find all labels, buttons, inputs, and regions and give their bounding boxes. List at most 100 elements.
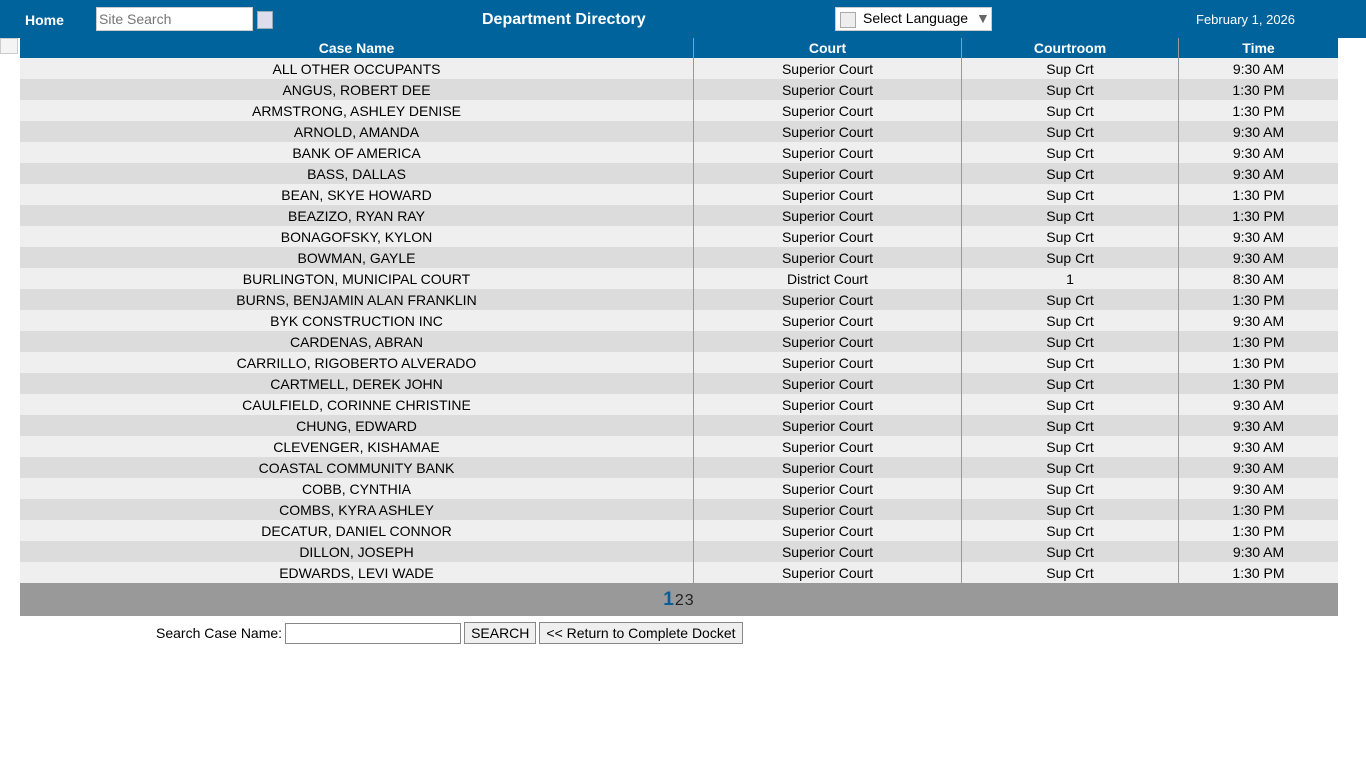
- col-courtroom-cell: Sup Crt: [961, 247, 1179, 268]
- col-time-cell: 9:30 AM: [1178, 226, 1338, 247]
- col-court-cell: Superior Court: [693, 121, 962, 142]
- language-select[interactable]: Select Language ▼: [835, 7, 992, 31]
- col-time-cell: 1:30 PM: [1178, 79, 1338, 100]
- col-time-cell: 1:30 PM: [1178, 520, 1338, 541]
- col-court-cell: Superior Court: [693, 310, 962, 331]
- col-court-cell: Superior Court: [693, 520, 962, 541]
- col-case-name-cell: ARMSTRONG, ASHLEY DENISE: [20, 100, 694, 121]
- col-time-cell: 9:30 AM: [1178, 457, 1338, 478]
- table-row: BURNS, BENJAMIN ALAN FRANKLIN Superior Co…: [20, 289, 1338, 310]
- col-court-cell: Superior Court: [693, 289, 962, 310]
- col-case-name-cell: BEAN, SKYE HOWARD: [20, 184, 694, 205]
- col-court-cell: Superior Court: [693, 394, 962, 415]
- top-bar: Home Department Directory Select Languag…: [0, 0, 1366, 38]
- col-courtroom-cell: Sup Crt: [961, 478, 1179, 499]
- table-row: ALL OTHER OCCUPANTS Superior Court Sup Crt…: [20, 58, 1338, 79]
- col-time-cell: 1:30 PM: [1178, 352, 1338, 373]
- col-case-name-cell: ANGUS, ROBERT DEE: [20, 79, 694, 100]
- col-court-cell: Superior Court: [693, 100, 962, 121]
- table-row: EDWARDS, LEVI WADE Superior Court Sup Crt 1…: [20, 562, 1338, 583]
- col-courtroom-cell: Sup Crt: [961, 562, 1179, 583]
- page-current: 1: [663, 589, 675, 610]
- col-case-name-header: Case Name: [20, 38, 694, 58]
- table-row: BEAN, SKYE HOWARD Superior Court Sup Crt 1:…: [20, 184, 1338, 205]
- col-time-header: Time: [1178, 38, 1338, 58]
- col-court-cell: Superior Court: [693, 457, 962, 478]
- col-court-cell: District Court: [693, 268, 962, 289]
- col-time-cell: 9:30 AM: [1178, 310, 1338, 331]
- col-time-cell: 9:30 AM: [1178, 541, 1338, 562]
- search-icon[interactable]: [257, 11, 273, 29]
- table-row: BANK OF AMERICA Superior Court Sup Crt 9:30…: [20, 142, 1338, 163]
- table-row: BOWMAN, GAYLE Superior Court Sup Crt 9:30 A…: [20, 247, 1338, 268]
- col-courtroom-cell: Sup Crt: [961, 436, 1179, 457]
- table-row: CARDENAS, ABRAN Superior Court Sup Crt 1:30…: [20, 331, 1338, 352]
- col-case-name-cell: COBB, CYNTHIA: [20, 478, 694, 499]
- col-courtroom-cell: Sup Crt: [961, 163, 1179, 184]
- table-row: ANGUS, ROBERT DEE Superior Court Sup Crt 1:…: [20, 79, 1338, 100]
- col-case-name-cell: DILLON, JOSEPH: [20, 541, 694, 562]
- col-time-cell: 9:30 AM: [1178, 436, 1338, 457]
- home-link[interactable]: Home: [25, 12, 64, 28]
- col-courtroom-cell: Sup Crt: [961, 142, 1179, 163]
- col-case-name-cell: CARDENAS, ABRAN: [20, 331, 694, 352]
- table-row: BASS, DALLAS Superior Court Sup Crt 9:30 AM: [20, 163, 1338, 184]
- col-case-name-cell: DECATUR, DANIEL CONNOR: [20, 520, 694, 541]
- col-courtroom-cell: 1: [961, 268, 1179, 289]
- col-case-name-cell: BASS, DALLAS: [20, 163, 694, 184]
- pagination: 123: [20, 583, 1338, 616]
- page-link[interactable]: 2: [674, 592, 685, 609]
- col-courtroom-cell: Sup Crt: [961, 121, 1179, 142]
- table-row: CARRILLO, RIGOBERTO ALVERADO Superior Cou…: [20, 352, 1338, 373]
- col-courtroom-cell: Sup Crt: [961, 58, 1179, 79]
- col-case-name-cell: COASTAL COMMUNITY BANK: [20, 457, 694, 478]
- col-court-cell: Superior Court: [693, 226, 962, 247]
- col-time-cell: 1:30 PM: [1178, 205, 1338, 226]
- col-courtroom-cell: Sup Crt: [961, 415, 1179, 436]
- page-title: Department Directory: [482, 11, 646, 28]
- table-row: COBB, CYNTHIA Superior Court Sup Crt 9:30 A…: [20, 478, 1338, 499]
- col-court-cell: Superior Court: [693, 415, 962, 436]
- col-case-name-cell: BANK OF AMERICA: [20, 142, 694, 163]
- search-case-label: Search Case Name:: [156, 625, 283, 641]
- col-time-cell: 1:30 PM: [1178, 562, 1338, 583]
- table-row: CHUNG, EDWARD Superior Court Sup Crt 9:30 A…: [20, 415, 1338, 436]
- col-courtroom-cell: Sup Crt: [961, 352, 1179, 373]
- col-court-cell: Superior Court: [693, 373, 962, 394]
- col-court-cell: Superior Court: [693, 58, 962, 79]
- col-case-name-cell: BOWMAN, GAYLE: [20, 247, 694, 268]
- col-case-name-cell: EDWARDS, LEVI WADE: [20, 562, 694, 583]
- google-translate-icon: [840, 12, 856, 28]
- col-case-name-cell: BEAZIZO, RYAN RAY: [20, 205, 694, 226]
- col-courtroom-cell: Sup Crt: [961, 79, 1179, 100]
- col-case-name-cell: BYK CONSTRUCTION INC: [20, 310, 694, 331]
- site-search-input[interactable]: [96, 7, 253, 31]
- col-time-cell: 1:30 PM: [1178, 184, 1338, 205]
- table-row: CARTMELL, DEREK JOHN Superior Court Sup Cr…: [20, 373, 1338, 394]
- col-case-name-cell: CARTMELL, DEREK JOHN: [20, 373, 694, 394]
- col-courtroom-cell: Sup Crt: [961, 100, 1179, 121]
- col-courtroom-cell: Sup Crt: [961, 289, 1179, 310]
- col-court-cell: Superior Court: [693, 79, 962, 100]
- col-courtroom-cell: Sup Crt: [961, 457, 1179, 478]
- case-name-input[interactable]: [285, 622, 462, 644]
- col-time-cell: 9:30 AM: [1178, 478, 1338, 499]
- col-court-cell: Superior Court: [693, 142, 962, 163]
- col-case-name-cell: BURLINGTON, MUNICIPAL COURT: [20, 268, 694, 289]
- col-case-name-cell: COMBS, KYRA ASHLEY: [20, 499, 694, 520]
- page-link[interactable]: 3: [684, 592, 695, 609]
- col-case-name-cell: ALL OTHER OCCUPANTS: [20, 58, 694, 79]
- language-label: Select Language: [863, 10, 969, 26]
- col-time-cell: 1:30 PM: [1178, 100, 1338, 121]
- col-courtroom-cell: Sup Crt: [961, 520, 1179, 541]
- col-court-cell: Superior Court: [693, 247, 962, 268]
- search-button[interactable]: SEARCH: [464, 622, 537, 644]
- col-case-name-cell: CHUNG, EDWARD: [20, 415, 694, 436]
- table-row: ARNOLD, AMANDA Superior Court Sup Crt 9:30 …: [20, 121, 1338, 142]
- col-court-cell: Superior Court: [693, 184, 962, 205]
- col-court-header: Court: [693, 38, 962, 58]
- col-case-name-cell: CLEVENGER, KISHAMAE: [20, 436, 694, 457]
- col-courtroom-cell: Sup Crt: [961, 331, 1179, 352]
- col-time-cell: 9:30 AM: [1178, 142, 1338, 163]
- return-docket-button[interactable]: << Return to Complete Docket: [539, 622, 743, 644]
